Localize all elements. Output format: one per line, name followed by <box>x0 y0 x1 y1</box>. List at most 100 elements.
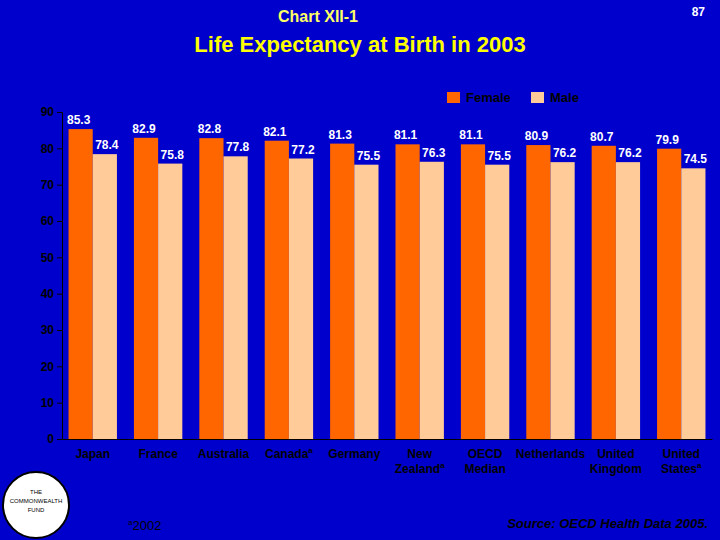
tick-label: Germany <box>328 447 380 461</box>
data-label: 80.7 <box>590 130 614 144</box>
data-label: 82.8 <box>198 122 222 136</box>
tick-mark <box>57 403 62 404</box>
bar <box>550 162 574 439</box>
tick-label: Japan <box>75 447 110 461</box>
tick: France <box>138 439 178 461</box>
bar <box>526 145 550 439</box>
bar <box>69 129 93 439</box>
data-label: 85.3 <box>67 113 91 127</box>
tick-label-line: States <box>661 462 697 476</box>
tick: 50 <box>41 251 62 265</box>
data-label: 76.2 <box>553 146 577 160</box>
tick-label-line: United <box>597 447 634 461</box>
tick: Germany <box>328 439 380 461</box>
bar <box>420 162 444 439</box>
data-label: 77.2 <box>291 143 315 157</box>
tick: 60 <box>41 214 62 228</box>
data-label: 82.1 <box>263 125 287 139</box>
tick-mark <box>57 221 62 222</box>
tick-mark <box>57 148 62 149</box>
logo-text: THE <box>30 489 42 495</box>
tick-label-line: United <box>663 447 700 461</box>
tick-label-line: OECD <box>468 447 503 461</box>
tick-label: 60 <box>41 214 55 228</box>
footnote-text: 2002 <box>132 518 161 533</box>
chart-label: Chart XII-1 <box>278 8 358 25</box>
bar <box>657 149 681 439</box>
tick: Japan <box>75 439 110 461</box>
tick: Australia <box>198 439 250 461</box>
bar <box>485 165 509 439</box>
data-label: 75.5 <box>488 149 512 163</box>
tick-label: 50 <box>41 251 55 265</box>
bar <box>289 159 313 439</box>
tick-label: 20 <box>41 360 55 374</box>
data-label: 78.4 <box>95 138 119 152</box>
tick: 30 <box>41 323 62 337</box>
tick-label-line: New <box>407 447 432 461</box>
tick: Netherlands <box>516 439 586 461</box>
tick-label: 80 <box>41 142 55 156</box>
tick: 0 <box>47 432 62 446</box>
bar <box>199 138 223 439</box>
bar <box>592 146 616 439</box>
tick: 70 <box>41 178 62 192</box>
tick-label: 30 <box>41 323 55 337</box>
tick-label: UnitedKingdom <box>590 447 642 476</box>
bar <box>330 144 354 439</box>
tick-mark <box>57 112 62 113</box>
tick: 90 <box>41 105 62 119</box>
y-axis: 0 10 20 30 40 50 60 70 80 90 <box>41 105 63 446</box>
data-label: 82.9 <box>132 122 156 136</box>
tick-label: UnitedStatesa <box>661 447 702 476</box>
tick: UnitedStatesa <box>661 439 702 476</box>
data-label: 76.2 <box>618 146 642 160</box>
source: Source: OECD Health Data 2005. <box>507 516 708 531</box>
data-labels: 85.3 82.9 82.8 82.1 81.3 81.1 81.1 80.9 80.7 79.9… <box>67 113 707 166</box>
tick: 40 <box>41 287 62 301</box>
data-label: 81.3 <box>329 128 353 142</box>
bar <box>224 156 248 439</box>
bar <box>396 144 420 439</box>
legend: FemaleMale <box>447 90 579 105</box>
tick-label: 70 <box>41 178 55 192</box>
data-label: 76.3 <box>422 146 446 160</box>
bar <box>93 154 117 439</box>
x-axis: JapanFranceAustraliaCanadaaGermanyNewZea… <box>63 439 713 476</box>
tick: 10 <box>41 396 62 410</box>
tick-label: Canadaa <box>265 446 313 461</box>
axis-line <box>57 113 63 440</box>
data-label: 79.9 <box>655 133 679 147</box>
tick: Canadaa <box>265 439 313 461</box>
tick-label-line: Zealand <box>395 462 440 476</box>
tick-label: 10 <box>41 396 55 410</box>
tick-mark <box>57 439 62 440</box>
legend-label: Female <box>466 90 511 105</box>
footnote-mark: a <box>308 446 313 455</box>
bar <box>134 138 158 439</box>
logo: THECOMMONWEALTHFUND <box>3 472 69 538</box>
tick-label-line: Australia <box>198 447 250 461</box>
tick-label: Netherlands <box>516 447 586 461</box>
footnote: a2002 <box>128 518 161 533</box>
tick-label-line: Kingdom <box>590 462 642 476</box>
data-label: 80.9 <box>525 129 549 143</box>
tick-label: France <box>138 447 178 461</box>
chart: Chart XII-187Life Expectancy at Birth in… <box>0 0 720 540</box>
page-number: 87 <box>692 5 706 19</box>
data-label: 81.1 <box>394 128 418 142</box>
data-label: 75.5 <box>357 149 381 163</box>
footnote-mark: a <box>697 461 702 470</box>
logo-text: FUND <box>28 507 45 513</box>
footnote-mark: a <box>440 461 445 470</box>
legend-swatch <box>447 92 460 103</box>
tick-label-line: Canada <box>265 447 309 461</box>
data-label: 77.8 <box>226 140 250 154</box>
data-label: 81.1 <box>459 128 483 142</box>
bars <box>69 129 706 439</box>
tick-label: 0 <box>47 432 54 446</box>
tick-label-line: Japan <box>75 447 110 461</box>
bar <box>265 141 289 439</box>
tick-mark <box>57 366 62 367</box>
tick: 80 <box>41 142 62 156</box>
